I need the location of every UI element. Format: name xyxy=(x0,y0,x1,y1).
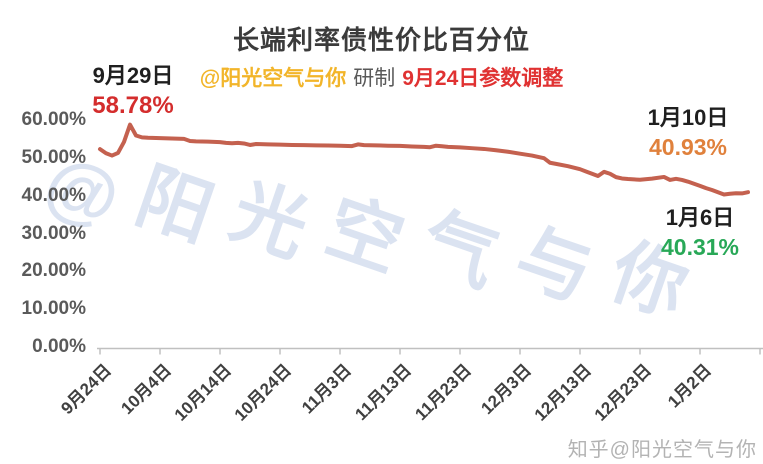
percentile-line-series xyxy=(98,122,750,197)
annotation-low-date: 1月6日 xyxy=(665,205,735,230)
annotation-peak: 9月29日 58.78% xyxy=(74,63,192,120)
subtitle-made-by: 研制 xyxy=(353,67,396,90)
y-tick-label: 0.00% xyxy=(32,336,86,357)
annotation-latest-value: 40.93% xyxy=(648,133,727,160)
annotation-peak-date: 9月29日 xyxy=(92,63,174,88)
annotation-low-value: 40.31% xyxy=(660,233,739,260)
y-tick-label: 30.00% xyxy=(21,222,86,244)
y-tick-label: 50.00% xyxy=(21,146,86,168)
y-tick-label: 10.00% xyxy=(21,298,86,320)
chart-title: 长端利率债性价比百分位 xyxy=(232,25,530,55)
subtitle-note: 9月24日参数调整 xyxy=(402,67,564,90)
annotation-peak-value: 58.78% xyxy=(92,91,174,119)
author-handle: @阳光空气与你 xyxy=(199,67,347,90)
annotation-latest: 1月10日 40.93% xyxy=(629,105,747,161)
y-tick-label: 60.00% xyxy=(21,109,86,130)
annotation-low: 1月6日 40.31% xyxy=(644,205,756,261)
annotation-latest-date: 1月10日 xyxy=(647,105,729,130)
chart-subtitle: @阳光空气与你 研制 9月24日参数调整 xyxy=(0,62,763,92)
y-tick-label: 20.00% xyxy=(21,260,86,282)
zhihu-watermark: 知乎@阳光空气与你 xyxy=(567,439,757,461)
y-tick-label: 40.00% xyxy=(21,184,86,206)
